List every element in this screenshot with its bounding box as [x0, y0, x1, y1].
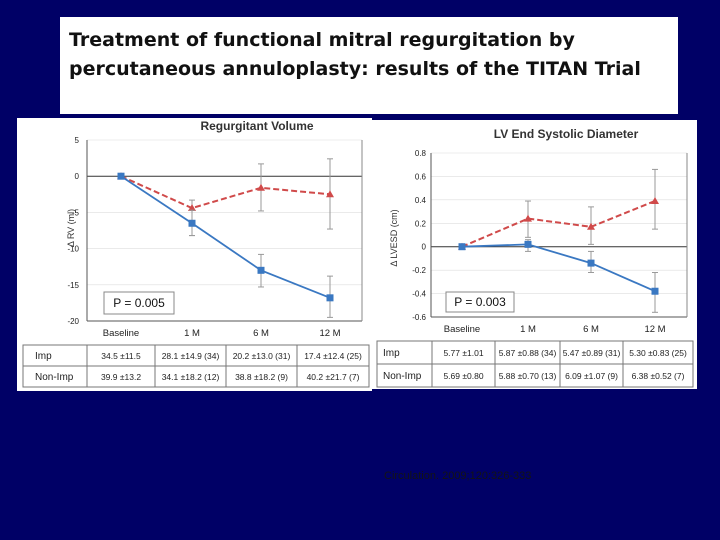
y-tick-label: -15 [67, 281, 79, 290]
table-cell: 17.4 ±12.4 (25) [304, 351, 362, 361]
regurgitant-volume-chart: Regurgitant Volume Δ RV (ml) 5 0 -5 -10 -15 -… [22, 119, 370, 388]
lvesd-chart: LV End Systolic Diameter Δ LVESD (cm) 0.… [376, 127, 694, 388]
table-cell: 6.09 ±1.07 (9) [565, 371, 618, 381]
non-imp-point [524, 214, 532, 222]
x-tick-label: 6 M [583, 324, 599, 335]
table-cell: 28.1 ±14.9 (34) [162, 351, 220, 361]
x-tick-label: 1 M [184, 328, 200, 339]
table-cell: 34.5 ±11.5 [101, 351, 141, 361]
table-cell: 5.77 ±1.01 [443, 348, 483, 358]
chart-title: LV End Systolic Diameter [494, 127, 639, 141]
y-tick-label: -0.2 [412, 266, 426, 275]
table-cell: 5.30 ±0.83 (25) [629, 348, 687, 358]
table-cell: 6.38 ±0.52 (7) [632, 371, 685, 381]
imp-point [524, 240, 532, 248]
table-cell: 5.47 ±0.89 (31) [563, 348, 621, 358]
imp-series-line [120, 175, 331, 299]
table-cell: 5.87 ±0.88 (34) [499, 348, 557, 358]
non-imp-series-line [120, 175, 331, 210]
imp-point [188, 219, 196, 227]
citation: Circulation. 2009;120:326-333 [384, 470, 532, 482]
imp-point [257, 266, 265, 274]
p-value: P = 0.003 [454, 295, 506, 309]
p-value-box [445, 291, 515, 313]
y-tick-label: -0.6 [412, 313, 426, 322]
table-cell: 34.1 ±18.2 (12) [162, 372, 220, 382]
lvesd-panel: LV End Systolic Diameter Δ LVESD (cm) 0.… [371, 120, 697, 389]
x-tick-label: 12 M [319, 328, 340, 339]
table-cell: 39.9 ±13.2 [101, 372, 141, 382]
x-tick-label: 6 M [253, 328, 269, 339]
imp-series-line [461, 243, 656, 293]
slide-title: Treatment of functional mitral regurgita… [69, 29, 641, 80]
table-row-label: Non-Imp [383, 371, 422, 382]
x-tick-label: Baseline [103, 328, 139, 339]
y-tick-label: 0.4 [415, 196, 427, 205]
imp-point [117, 172, 125, 180]
imp-point [326, 294, 334, 302]
table-cell: 5.88 ±0.70 (13) [499, 371, 557, 381]
x-tick-label: 1 M [520, 324, 536, 335]
y-tick-label: 0.8 [415, 149, 427, 158]
table-row-label: Non-Imp [35, 372, 74, 383]
y-axis-label: Δ LVESD (cm) [389, 209, 399, 266]
table-cell: 38.8 ±18.2 (9) [235, 372, 288, 382]
p-value: P = 0.005 [113, 296, 165, 310]
y-tick-label: -20 [67, 317, 79, 326]
y-tick-label: -10 [67, 245, 79, 254]
y-tick-label: -5 [72, 208, 80, 217]
regurgitant-volume-panel: Regurgitant Volume Δ RV (ml) 5 0 -5 -10 -15 -… [17, 118, 372, 391]
non-imp-point [651, 197, 659, 205]
non-imp-point [188, 204, 196, 212]
x-tick-label: Baseline [444, 324, 480, 335]
non-imp-point [326, 190, 334, 198]
p-value-box [103, 291, 175, 315]
imp-point [458, 243, 466, 251]
y-tick-label: 0 [422, 243, 427, 252]
table-cell: 5.69 ±0.80 [443, 371, 483, 381]
y-tick-label: -0.4 [412, 290, 426, 299]
y-tick-label: 0.2 [415, 219, 427, 228]
y-tick-label: 5 [75, 136, 80, 145]
table-cell: 20.2 ±13.0 (31) [233, 351, 291, 361]
imp-point [587, 259, 595, 267]
table-row-label: Imp [383, 348, 400, 359]
x-tick-label: 12 M [644, 324, 665, 335]
y-tick-label: 0 [75, 172, 80, 181]
table-cell: 40.2 ±21.7 (7) [307, 372, 360, 382]
table-row-label: Imp [35, 351, 52, 362]
title-box: Treatment of functional mitral regurgita… [60, 17, 678, 114]
non-imp-point [587, 222, 595, 230]
chart-title: Regurgitant Volume [200, 119, 313, 133]
imp-point [651, 287, 659, 295]
non-imp-point [257, 183, 265, 191]
y-tick-label: 0.6 [415, 172, 427, 181]
y-axis-label: Δ RV (ml) [66, 209, 76, 247]
non-imp-series-line [461, 200, 656, 248]
